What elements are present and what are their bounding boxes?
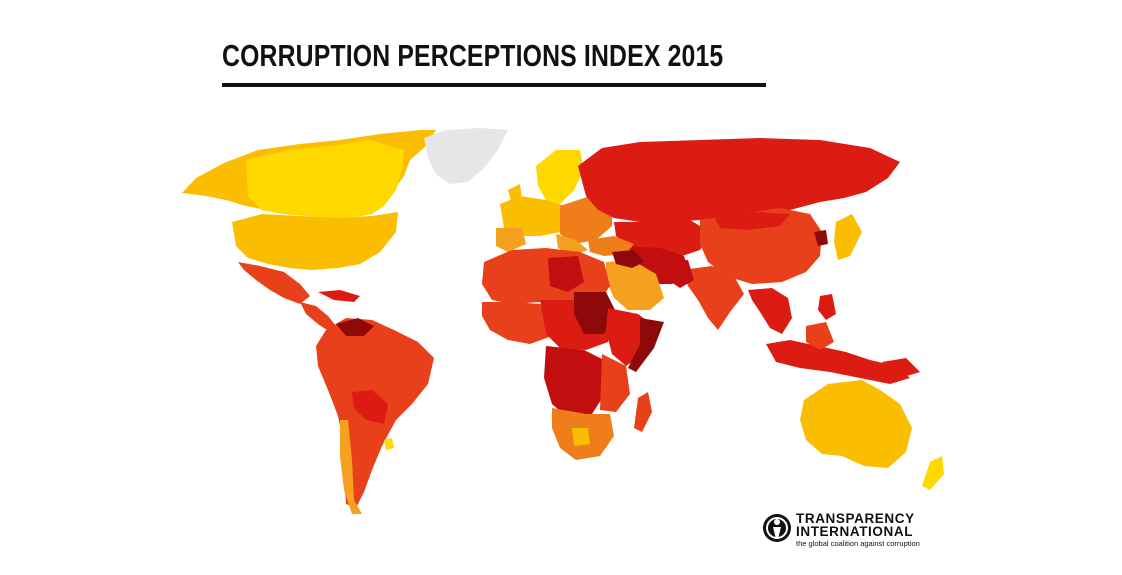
region-mexico (238, 262, 310, 304)
region-papua (882, 358, 920, 378)
region-madagascar (634, 392, 652, 432)
region-india (682, 266, 744, 330)
region-east-africa (600, 354, 630, 412)
region-arabia (606, 260, 664, 310)
region-australia (800, 380, 912, 468)
region-turkey-levant (588, 236, 634, 256)
region-usa (232, 212, 398, 270)
region-korea-japan (834, 214, 862, 260)
logo-text-line1: TRANSPARENCY (796, 511, 915, 526)
region-western-europe (500, 196, 572, 236)
region-iberia (496, 228, 526, 252)
transparency-international-logo-icon (763, 514, 791, 542)
region-caribbean (318, 290, 360, 302)
region-pakistan (664, 260, 694, 288)
region-bolivia-paraguay (352, 390, 388, 424)
region-southeast-asia (748, 288, 792, 334)
logo-tagline: the global coalition against corruption (796, 539, 920, 548)
region-greenland (424, 128, 508, 184)
region-botswana (572, 428, 590, 446)
region-philippines (818, 294, 836, 320)
north-america (182, 130, 436, 332)
region-sudan (574, 292, 616, 334)
region-uruguay (384, 438, 394, 450)
region-indonesia (766, 340, 910, 384)
region-mongolia (714, 212, 790, 230)
title-block: CORRUPTION PERCEPTIONS INDEX 2015 (222, 36, 766, 87)
region-central-america (300, 302, 336, 332)
region-iraq-syria (612, 250, 644, 268)
region-somalia (628, 318, 664, 372)
region-north-korea (814, 230, 828, 246)
south-america (316, 318, 434, 514)
region-central-africa (544, 346, 606, 418)
region-uk (508, 184, 522, 204)
europe (496, 150, 612, 256)
region-canada (246, 140, 404, 218)
transparency-international-logo: TRANSPARENCY INTERNATIONAL the global co… (762, 511, 932, 551)
region-borneo (806, 322, 834, 350)
asia (664, 208, 910, 384)
region-libya (548, 256, 584, 292)
region-new-zealand (922, 456, 944, 490)
region-russia (578, 138, 900, 222)
region-venezuela (336, 318, 374, 336)
region-west-africa (482, 302, 556, 344)
region-chile (340, 420, 362, 514)
title-underline (222, 83, 766, 87)
logo-text-line2: INTERNATIONAL (796, 524, 914, 539)
map-title: CORRUPTION PERCEPTIONS INDEX 2015 (222, 38, 724, 73)
region-scandinavia (536, 150, 584, 204)
africa (482, 248, 664, 460)
oceania (800, 358, 944, 490)
